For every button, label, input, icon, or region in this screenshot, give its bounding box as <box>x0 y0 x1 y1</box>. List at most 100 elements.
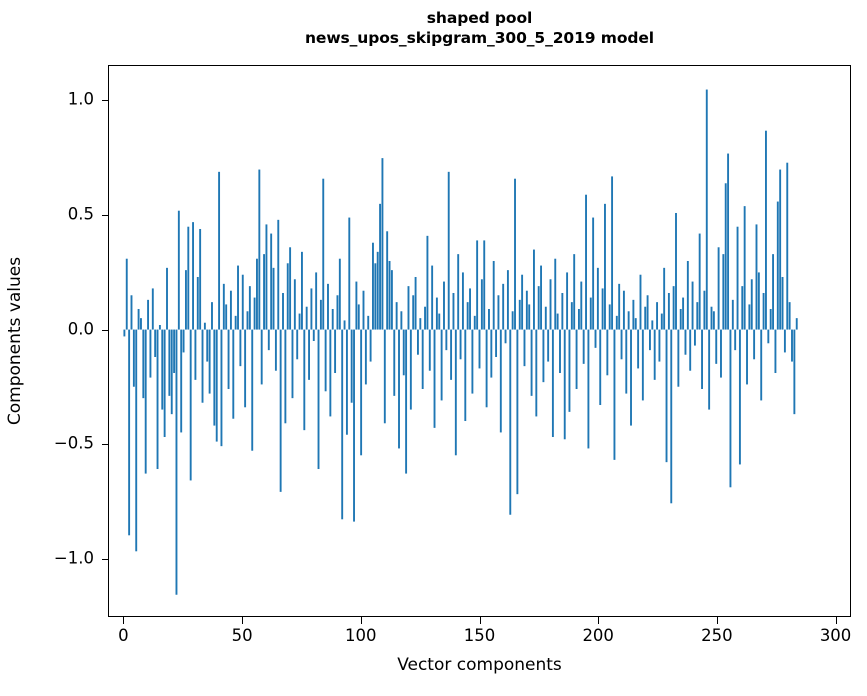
bar <box>310 288 313 330</box>
bar <box>227 329 230 390</box>
bar-series-canvas <box>123 89 798 595</box>
x-tick-label-wrapper: 200 <box>563 627 633 645</box>
bar <box>788 302 791 330</box>
bar <box>691 281 694 330</box>
x-tick-label: 200 <box>582 626 614 645</box>
bar <box>570 302 573 330</box>
bar <box>746 329 748 385</box>
bar <box>263 254 266 330</box>
bar <box>312 329 315 341</box>
bar <box>561 292 564 330</box>
bar <box>554 258 557 330</box>
bar <box>625 329 628 394</box>
bar <box>528 304 531 330</box>
bar <box>445 329 448 351</box>
bar <box>753 329 756 360</box>
bar <box>450 329 453 380</box>
bar <box>606 329 609 376</box>
bar <box>544 306 547 330</box>
bar <box>149 329 152 378</box>
bar <box>705 89 708 330</box>
bar <box>421 329 424 390</box>
bar <box>177 210 180 330</box>
bar <box>551 329 554 438</box>
bars-group <box>123 89 798 595</box>
bar <box>476 240 479 330</box>
bar <box>516 329 519 495</box>
bar <box>390 270 393 330</box>
bar <box>774 329 777 374</box>
y-tick-label: 0.0 <box>67 319 94 339</box>
bar <box>518 299 521 330</box>
bar <box>639 274 642 330</box>
bar <box>750 279 753 330</box>
bar <box>760 329 763 401</box>
bar <box>274 329 277 371</box>
bar <box>615 315 618 330</box>
bar <box>286 263 289 330</box>
bar <box>338 258 341 330</box>
chart-title: shaped pool news_upos_skipgram_300_5_201… <box>108 8 851 48</box>
bar <box>187 226 190 330</box>
x-axis-label: Vector components <box>397 655 562 675</box>
bar <box>144 329 147 474</box>
bar <box>703 290 706 330</box>
bar <box>289 247 292 330</box>
bar <box>161 329 164 410</box>
bar <box>267 329 270 351</box>
bar <box>696 302 699 330</box>
bar <box>622 290 625 330</box>
bar <box>123 329 126 337</box>
bar <box>135 329 138 552</box>
bar <box>793 329 796 415</box>
bar <box>374 263 377 330</box>
x-tick-mark <box>479 617 481 624</box>
bar <box>301 251 303 330</box>
bar <box>613 329 616 460</box>
bar <box>743 206 746 330</box>
bar <box>400 311 403 330</box>
bar <box>277 219 280 330</box>
bar <box>525 290 528 330</box>
bar <box>594 329 597 348</box>
y-tick-label-wrapper: −0.5 <box>34 433 94 453</box>
bar <box>438 313 441 330</box>
bar <box>381 158 384 330</box>
x-tick-label: 0 <box>118 626 129 645</box>
y-tick-label-wrapper: −1.0 <box>34 550 94 567</box>
bar <box>239 329 242 367</box>
bar <box>589 297 592 330</box>
bar <box>592 217 595 330</box>
bar <box>682 297 685 330</box>
bar <box>357 304 360 330</box>
bar <box>523 329 526 367</box>
y-tick-label: −0.5 <box>53 433 94 453</box>
bar <box>222 283 225 330</box>
bar <box>246 311 249 330</box>
bar <box>644 306 647 330</box>
y-tick-label-wrapper: 1.0 <box>34 91 94 109</box>
bar <box>748 304 751 330</box>
bar <box>336 295 339 330</box>
bar <box>229 290 232 330</box>
bar <box>608 304 611 330</box>
bar <box>213 329 216 426</box>
bar <box>426 235 429 330</box>
bar <box>364 329 367 385</box>
bar <box>466 302 469 330</box>
bar <box>585 194 587 330</box>
bar <box>199 228 202 330</box>
bar <box>327 283 329 330</box>
bar <box>395 302 398 330</box>
bar <box>599 329 602 406</box>
bar <box>435 297 438 330</box>
bar <box>414 276 417 330</box>
bar <box>272 267 275 330</box>
x-tick-mark <box>242 617 244 624</box>
bar <box>504 329 507 344</box>
bar <box>637 329 640 369</box>
bar <box>497 295 500 330</box>
bar <box>322 178 325 330</box>
bar <box>587 329 590 449</box>
